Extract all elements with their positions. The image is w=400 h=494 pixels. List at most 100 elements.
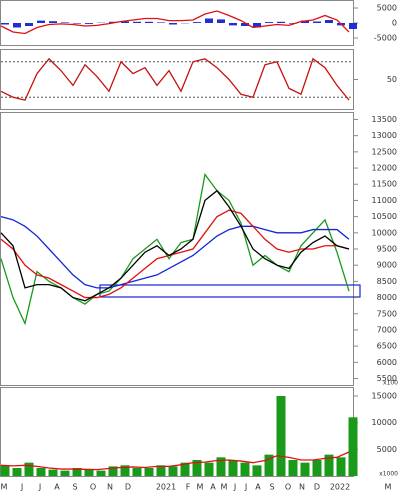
bar bbox=[108, 466, 118, 476]
y-tick-label: 13000 bbox=[372, 131, 397, 140]
bar bbox=[277, 21, 285, 23]
bar bbox=[336, 457, 346, 476]
line bbox=[0, 57, 350, 101]
y-tick-label: 12500 bbox=[372, 147, 397, 156]
x-tick-label: N bbox=[299, 483, 305, 492]
line bbox=[0, 215, 350, 289]
bar bbox=[349, 23, 357, 29]
bar bbox=[169, 23, 177, 25]
bar bbox=[168, 466, 178, 476]
x-tick-label: O bbox=[285, 483, 291, 492]
x-tick-label: S bbox=[72, 483, 77, 492]
line bbox=[0, 172, 350, 326]
bar bbox=[217, 19, 225, 23]
bar bbox=[133, 21, 141, 23]
y-tick-label: 9000 bbox=[377, 261, 397, 270]
bar bbox=[264, 454, 274, 476]
x-tick-label: N bbox=[107, 483, 113, 492]
y-tick-label: 5000 bbox=[377, 445, 397, 454]
y-tick-label: 7000 bbox=[377, 325, 397, 334]
bar bbox=[96, 470, 106, 476]
x-tick-label: 2022 bbox=[330, 483, 350, 492]
bar bbox=[72, 468, 82, 476]
x-tick-label: O bbox=[90, 483, 96, 492]
bar bbox=[193, 22, 201, 23]
y-tick-label: 10500 bbox=[372, 212, 397, 221]
bar bbox=[49, 21, 57, 23]
bar bbox=[288, 460, 298, 476]
x-tick-label: J bbox=[20, 483, 23, 492]
bar bbox=[156, 465, 166, 476]
x-tick-label: D bbox=[314, 483, 320, 492]
bar bbox=[132, 468, 142, 476]
line bbox=[0, 209, 350, 299]
y-tick-label: 0 bbox=[392, 19, 397, 28]
bar bbox=[253, 23, 261, 28]
y-tick-label: -5000 bbox=[374, 34, 397, 43]
bar bbox=[144, 468, 154, 476]
line bbox=[0, 10, 350, 35]
bar bbox=[205, 18, 213, 23]
y-tick-label: 11500 bbox=[372, 180, 397, 189]
y-tick-label: 50 bbox=[387, 75, 397, 84]
bar bbox=[13, 23, 21, 28]
bar bbox=[300, 462, 310, 476]
y-tick-label: 5500 bbox=[377, 374, 397, 383]
bar bbox=[240, 462, 250, 476]
price-panel bbox=[0, 112, 354, 386]
x-tick-label: M bbox=[221, 483, 228, 492]
unit-note: x100 bbox=[383, 380, 398, 387]
bar bbox=[301, 20, 309, 23]
x-tick-label: S bbox=[269, 483, 274, 492]
bar bbox=[241, 23, 249, 26]
bar bbox=[12, 468, 22, 476]
bar bbox=[192, 460, 202, 476]
y-tick-label: 8500 bbox=[377, 277, 397, 286]
bar bbox=[0, 465, 10, 476]
y-tick-label: 5000 bbox=[377, 4, 397, 13]
x-tick-label: J bbox=[244, 483, 247, 492]
bar bbox=[289, 23, 297, 24]
bar bbox=[276, 396, 286, 476]
x-tick-label: M bbox=[1, 483, 8, 492]
x-tick-label: A bbox=[210, 483, 216, 492]
bar bbox=[1, 23, 9, 25]
bar bbox=[312, 460, 322, 476]
bar bbox=[157, 22, 165, 23]
bar bbox=[85, 23, 93, 24]
x-tick-label: J bbox=[233, 483, 236, 492]
x-tick-label: M bbox=[197, 483, 204, 492]
bar bbox=[228, 460, 238, 476]
y-tick-label: 12000 bbox=[372, 164, 397, 173]
bar bbox=[216, 457, 226, 476]
y-tick-label: 8000 bbox=[377, 293, 397, 302]
bar bbox=[36, 468, 46, 476]
bar bbox=[24, 462, 34, 476]
x-tick-label: J bbox=[38, 483, 41, 492]
bar bbox=[145, 21, 153, 23]
bar bbox=[348, 417, 358, 476]
bar bbox=[204, 462, 214, 476]
x-tick-label: 2021 bbox=[156, 483, 176, 492]
line bbox=[0, 451, 350, 471]
x-tick-label: F bbox=[186, 483, 191, 492]
unit-note: x1000 bbox=[379, 471, 398, 478]
bar bbox=[324, 454, 334, 476]
y-tick-label: 11000 bbox=[372, 196, 397, 205]
bar bbox=[37, 20, 45, 23]
y-tick-label: 7500 bbox=[377, 309, 397, 318]
x-tick-label: M bbox=[385, 483, 392, 492]
bar bbox=[61, 22, 69, 23]
bar bbox=[121, 21, 129, 23]
x-tick-label: A bbox=[54, 483, 60, 492]
y-tick-label: 6500 bbox=[377, 342, 397, 351]
y-tick-label: 13500 bbox=[372, 115, 397, 124]
y-tick-label: 9500 bbox=[377, 245, 397, 254]
y-tick-label: 6000 bbox=[377, 358, 397, 367]
bar bbox=[325, 20, 333, 23]
y-tick-label: 15000 bbox=[372, 392, 397, 401]
oscillator-panel bbox=[0, 49, 354, 110]
bar bbox=[120, 465, 130, 476]
bar bbox=[180, 462, 190, 476]
